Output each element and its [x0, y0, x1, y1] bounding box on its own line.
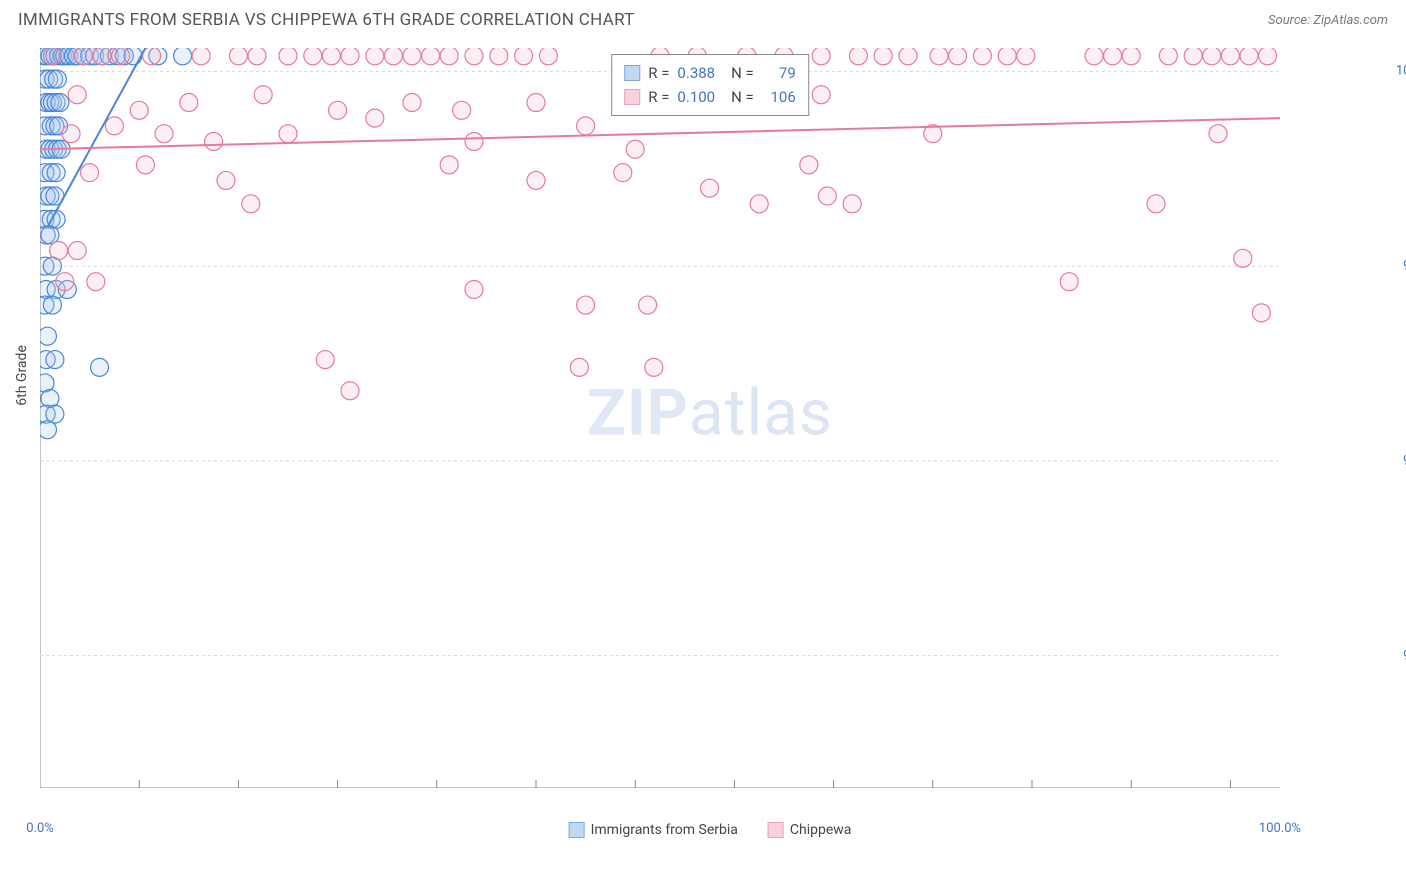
- y-axis-label: 6th Grade: [14, 345, 30, 406]
- chart-container: 6th Grade ZIPatlas R =0.388N =79R =0.100…: [40, 48, 1380, 808]
- x-tick-label: 0.0%: [26, 821, 54, 836]
- legend-label: Chippewa: [790, 822, 852, 838]
- stats-r-value: 0.388: [677, 61, 715, 85]
- x-tick-label: 100.0%: [1259, 821, 1301, 836]
- scatter-chart: [40, 48, 1280, 788]
- legend-swatch: [768, 822, 784, 838]
- stats-n-label: N =: [731, 61, 754, 85]
- correlation-stats-box: R = 0.388 N = 79 R = 0.100 N = 106: [611, 54, 809, 116]
- stats-r-label: R =: [648, 61, 669, 85]
- y-tick-label: 100.0%: [1396, 64, 1406, 79]
- legend-item-chippewa: Chippewa: [768, 822, 852, 838]
- stats-row-chippewa: R = 0.100 N = 106: [624, 85, 796, 109]
- legend-item-serbia: Immigrants from Serbia: [569, 822, 738, 838]
- source-attribution: Source: ZipAtlas.com: [1268, 13, 1388, 28]
- stats-swatch: [624, 89, 640, 105]
- stats-n-label: N =: [731, 85, 754, 109]
- stats-r-label: R =: [648, 85, 669, 109]
- stats-swatch: [624, 65, 640, 81]
- stats-n-value: 79: [762, 61, 796, 85]
- stats-r-value: 0.100: [677, 85, 715, 109]
- stats-row-serbia: R = 0.388 N = 79: [624, 61, 796, 85]
- chart-title: IMMIGRANTS FROM SERBIA VS CHIPPEWA 6TH G…: [18, 10, 635, 30]
- legend-label: Immigrants from Serbia: [591, 822, 738, 838]
- stats-n-value: 106: [762, 85, 796, 109]
- legend: Immigrants from Serbia Chippewa: [569, 822, 852, 838]
- legend-swatch: [569, 822, 585, 838]
